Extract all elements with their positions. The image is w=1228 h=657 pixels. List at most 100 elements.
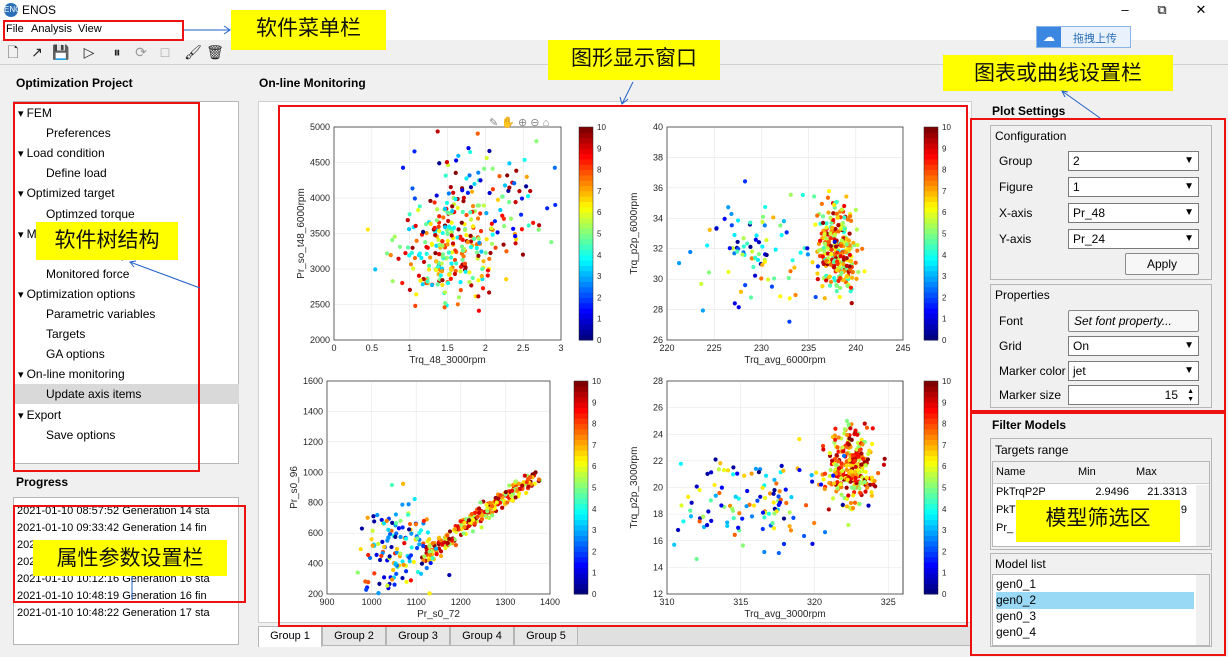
tree-item[interactable]: ▾ On-line monitoring [18, 364, 125, 384]
tree-item[interactable]: Define load [46, 163, 107, 183]
tree-item[interactable]: ▾ Export [18, 405, 61, 425]
scatter-point [433, 232, 438, 238]
colorbar-segment [924, 233, 938, 240]
tab-group-2[interactable]: Group 2 [322, 626, 386, 646]
tree-item[interactable]: ▾ Optimization options [18, 284, 135, 304]
tab-group-3[interactable]: Group 3 [386, 626, 450, 646]
table-cell[interactable]: PkT [996, 504, 1016, 516]
scatter-point [822, 241, 828, 247]
tree-item-label: Parametric variables [46, 307, 156, 321]
expand-caret-icon[interactable]: ▾ [18, 369, 27, 382]
new-file-icon[interactable]: 🗋 [7, 44, 19, 60]
tab-group-1[interactable]: Group 1 [258, 626, 322, 647]
table-header[interactable]: Name [996, 466, 1026, 478]
x-axis-select[interactable]: Pr_48 ▼ [1068, 203, 1199, 223]
expand-caret-icon[interactable]: ▾ [18, 228, 27, 241]
colorbar-segment [574, 530, 588, 536]
pause-icon[interactable]: ⏸ [113, 44, 121, 60]
clean-icon[interactable]: 🖌 [184, 44, 202, 60]
scatter-point [829, 252, 834, 257]
minimize-button[interactable]: – [1121, 2, 1129, 17]
marker-color-select[interactable]: jet ▼ [1068, 361, 1199, 381]
expand-caret-icon[interactable]: ▾ [18, 188, 27, 201]
table-header[interactable]: Max [1136, 466, 1157, 478]
figure-select[interactable]: 1 ▼ [1068, 177, 1199, 197]
scatter-point [476, 294, 481, 299]
tree-item[interactable]: Preferences [46, 123, 111, 143]
expand-caret-icon[interactable]: ▾ [18, 108, 27, 120]
tree-item[interactable]: ▾ Load condition [18, 143, 105, 163]
tree-item[interactable]: ▾ Optimized target [18, 183, 115, 203]
scatter-point [881, 462, 887, 467]
restore-button[interactable]: ⧉ [1157, 2, 1167, 17]
model-list-item[interactable]: gen0_1 [996, 577, 1037, 591]
scatter-point [413, 303, 418, 308]
group-select[interactable]: 2 ▼ [1068, 151, 1199, 171]
tree-item[interactable]: Targets [46, 324, 85, 344]
table-scrollbar[interactable] [1196, 485, 1209, 546]
list-scrollbar[interactable] [1196, 575, 1209, 645]
spinner-arrows-icon: ▲ ▼ [1187, 388, 1194, 403]
table-cell[interactable]: 21.3313 [1147, 486, 1187, 498]
menu-analysis[interactable]: Analysis [31, 23, 72, 35]
model-list-item[interactable]: gen0_3 [996, 609, 1037, 623]
run-icon[interactable]: ▷ [83, 44, 95, 60]
scatter-point [844, 485, 849, 490]
apply-button[interactable]: Apply [1125, 253, 1199, 275]
colorbar-segment [924, 508, 938, 515]
scatter-point [409, 545, 414, 550]
tab-group-4[interactable]: Group 4 [450, 626, 514, 646]
table-cell[interactable]: 2.9496 [1095, 486, 1129, 498]
table-cell[interactable]: 9 [1180, 504, 1187, 516]
scatter-point [835, 261, 840, 267]
marker-size-spinner[interactable]: 15 ▲ ▼ [1068, 385, 1199, 405]
open-icon[interactable]: ↗ [31, 44, 43, 60]
model-list[interactable]: gen0_1 gen0_2 gen0_3 gen0_4 [992, 574, 1210, 646]
colorbar-segment [579, 169, 593, 176]
scatter-point [820, 254, 825, 259]
scatter-point [389, 577, 395, 582]
scatter-point [447, 529, 453, 534]
expand-caret-icon[interactable]: ▾ [18, 148, 27, 161]
table-cell[interactable]: Pr_ [996, 522, 1014, 534]
table-header[interactable]: Min [1078, 466, 1096, 478]
scatter-point [423, 222, 429, 227]
model-list-item[interactable]: gen0_4 [996, 625, 1037, 639]
scatter-point [533, 470, 538, 475]
scatter-point [500, 505, 505, 510]
grid-select[interactable]: On ▼ [1068, 336, 1199, 356]
scatter-point [417, 251, 422, 256]
colorbar-tick-label: 6 [597, 208, 602, 217]
colorbar-tick-label: 7 [597, 187, 602, 196]
colorbar-segment [574, 492, 588, 499]
upload-button[interactable]: ☁ 拖拽上传 [1036, 26, 1131, 48]
tree-item[interactable]: ▾ FEM [18, 103, 52, 123]
tree-item[interactable]: Parametric variables [46, 304, 155, 324]
delete-icon[interactable]: 🗑 [206, 44, 224, 60]
stop-icon[interactable]: □ [160, 44, 170, 60]
menu-view[interactable]: View [78, 23, 102, 35]
colorbar-segment [924, 562, 938, 568]
tree-item[interactable]: Monitored force [46, 264, 129, 284]
tree-item[interactable]: Optimzed torque [46, 204, 135, 224]
scatter-point [479, 249, 484, 254]
scatter-point [456, 295, 462, 300]
tree-item[interactable]: Save options [46, 425, 115, 445]
scatter-point [721, 468, 727, 473]
step-icon[interactable]: ⟳ [135, 44, 147, 60]
expand-caret-icon[interactable]: ▾ [18, 288, 27, 301]
scatter-point [432, 200, 437, 205]
tab-group-5[interactable]: Group 5 [514, 626, 578, 646]
close-button[interactable]: ✕ [1195, 2, 1207, 17]
expand-caret-icon[interactable]: ▾ [18, 409, 27, 422]
font-property-button[interactable]: Set font property... [1068, 310, 1199, 332]
tree-item[interactable]: GA options [46, 344, 105, 364]
colorbar-tick-label: 4 [942, 505, 947, 514]
save-icon[interactable]: 💾 [52, 44, 70, 60]
menu-file[interactable]: File [6, 23, 24, 35]
tree-item[interactable]: Update axis items [46, 384, 141, 404]
table-cell[interactable]: PkTrqP2P [996, 486, 1046, 498]
colorbar-segment [924, 471, 938, 478]
model-list-item[interactable]: gen0_2 [996, 592, 1194, 609]
y-axis-select[interactable]: Pr_24 ▼ [1068, 229, 1199, 249]
